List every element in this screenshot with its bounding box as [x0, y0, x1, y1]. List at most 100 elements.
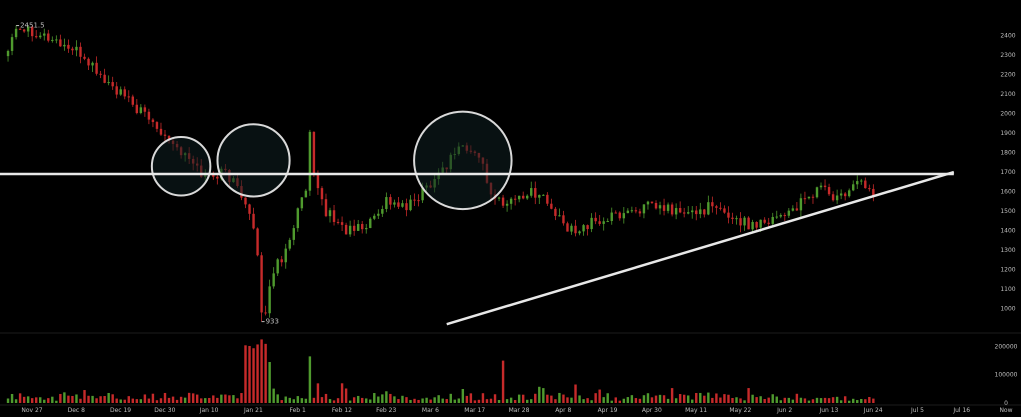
volume-bar	[630, 395, 634, 403]
volume-bar	[787, 397, 791, 403]
price-candle-body	[63, 44, 66, 47]
volume-bar	[252, 348, 255, 403]
volume-bar	[127, 396, 130, 403]
price-candle-body	[401, 203, 404, 207]
price-candle-body	[839, 193, 843, 196]
price-candle-body	[155, 122, 159, 129]
price-candle-body	[59, 39, 62, 47]
time-tick-label: Apr 8	[555, 407, 571, 414]
time-tick-label: Dec 30	[154, 407, 175, 414]
volume-bar	[864, 399, 867, 403]
price-candle-body	[67, 44, 70, 49]
volume-bar	[111, 394, 114, 403]
price-candle-body	[775, 216, 778, 218]
volume-bar	[481, 393, 485, 403]
volume-bar	[191, 393, 195, 403]
volume-bar	[30, 398, 34, 403]
price-candle-body	[71, 48, 74, 51]
volume-bar	[614, 397, 617, 403]
price-candle-body	[795, 208, 799, 211]
price-candle-body	[815, 187, 819, 198]
volume-bar	[216, 397, 219, 403]
price-candle-body	[43, 33, 46, 36]
volume-bar	[835, 396, 839, 403]
volume-bar	[872, 398, 875, 403]
price-tick-label: 1700	[1000, 169, 1015, 176]
volume-bar	[691, 399, 694, 403]
price-candle-body	[763, 219, 766, 223]
price-candle-body	[658, 205, 662, 209]
price-candle-body	[377, 213, 380, 216]
volume-bar	[409, 399, 412, 403]
price-candle-body	[167, 135, 171, 141]
volume-bar	[783, 397, 787, 403]
price-candle-body	[163, 134, 167, 136]
price-candle-body	[369, 218, 372, 229]
volume-bar	[212, 395, 215, 403]
volume-bar	[393, 396, 396, 403]
price-candle-body	[586, 225, 589, 230]
price-candle-body	[747, 217, 750, 230]
volume-bar	[449, 393, 452, 403]
price-candle-body	[87, 58, 90, 66]
price-candle-body	[260, 255, 263, 313]
volume-bar	[755, 397, 758, 403]
volume-bar	[646, 393, 650, 403]
price-candle-body	[670, 204, 674, 215]
price-tick-label: 1600	[1000, 189, 1015, 196]
volume-bar	[731, 398, 734, 403]
price-candle-body	[103, 74, 106, 83]
price-candle-body	[151, 119, 155, 123]
volume-bar	[743, 400, 746, 403]
volume-bar	[602, 397, 605, 403]
price-candle-body	[316, 174, 320, 189]
volume-bar	[429, 399, 432, 403]
price-candle-body	[678, 208, 682, 213]
volume-bar	[352, 397, 356, 403]
volume-bar	[843, 396, 847, 403]
price-candle-body	[827, 187, 831, 195]
price-tick-label: 1100	[1000, 286, 1015, 293]
volume-bar	[521, 394, 525, 403]
price-candle-body	[381, 209, 384, 214]
price-candle-body	[860, 180, 863, 182]
price-candle-body	[819, 185, 823, 188]
volume-bar	[658, 394, 662, 403]
price-candle-body	[336, 221, 340, 223]
price-candle-body	[646, 201, 650, 205]
volume-bar	[622, 398, 626, 403]
volume-bar	[83, 390, 86, 403]
volume-bar	[831, 397, 835, 403]
price-candle-body	[723, 208, 726, 213]
price-candle-body	[691, 210, 694, 213]
price-candle-body	[791, 208, 795, 211]
price-candle-body	[284, 248, 287, 263]
price-candle-body	[574, 225, 577, 234]
volume-bar	[248, 345, 251, 403]
volume-tick-label: 100000	[995, 372, 1018, 379]
volume-bar	[155, 400, 159, 403]
price-candle-body	[340, 222, 344, 225]
price-candle-body	[715, 206, 718, 208]
volume-bar	[385, 391, 388, 403]
volume-bar	[650, 397, 654, 403]
volume-bar	[91, 395, 94, 403]
volume-bar	[131, 398, 135, 403]
volume-bar	[654, 395, 658, 403]
volume-bar	[224, 394, 227, 403]
price-candle-body	[348, 225, 352, 235]
price-candle-body	[509, 198, 513, 204]
price-candle-body	[39, 35, 42, 38]
price-tick-label: 2000	[1000, 111, 1015, 118]
time-tick-label: Jun 2	[776, 407, 792, 414]
volume-bar	[582, 399, 585, 403]
price-candle-body	[324, 199, 328, 217]
time-tick-label: Feb 1	[289, 407, 306, 414]
price-candle-body	[803, 198, 807, 200]
volume-bar	[703, 395, 706, 403]
volume-bar	[167, 397, 171, 403]
volume-bar	[747, 388, 750, 403]
price-candle-body	[630, 210, 634, 212]
